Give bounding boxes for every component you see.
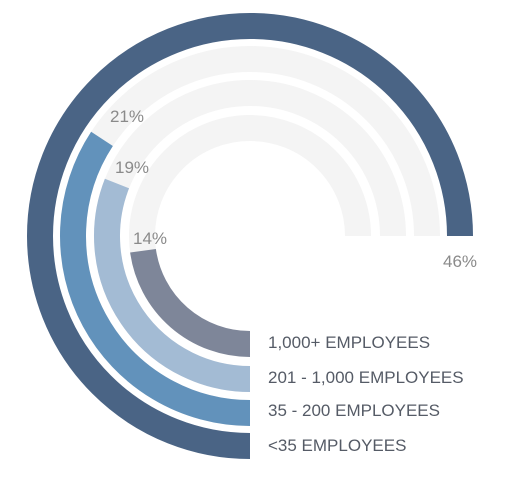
bar-1000plus [130,248,251,357]
value-label-1000plus: 14% [133,229,168,248]
category-label-lt35: <35 EMPLOYEES [268,436,407,455]
value-label-35-200: 21% [110,107,145,126]
value-label-201-1000: 19% [115,158,150,177]
bar-201-1000 [94,178,251,392]
category-label-201-1000: 201 - 1,000 EMPLOYEES [268,368,464,387]
bar-35-200 [60,131,251,426]
category-label-35-200: 35 - 200 EMPLOYEES [268,401,440,420]
value-label-lt35: 46% [443,252,478,271]
bar-lt35 [27,13,473,459]
category-label-1000plus: 1,000+ EMPLOYEES [268,333,431,352]
